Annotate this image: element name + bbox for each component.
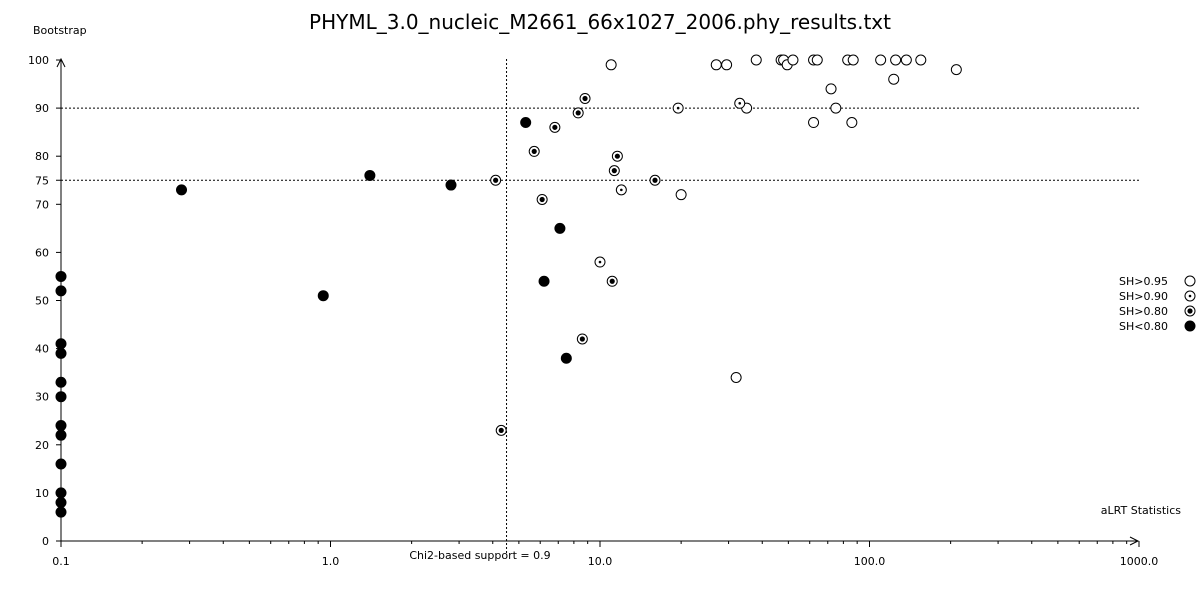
data-point [55, 487, 67, 499]
data-point [890, 54, 902, 66]
data-point [495, 424, 507, 436]
data-point [554, 222, 566, 234]
data-point [576, 333, 588, 345]
chart-title: PHYML_3.0_nucleic_M2661_66x1027_2006.phy… [309, 10, 891, 34]
x-axis-ticks: 0.1 1.0 10.0 100.0 1000.0 [52, 541, 1158, 568]
data-point [594, 256, 606, 268]
reference-lines [61, 59, 1141, 554]
data-point [808, 117, 820, 129]
x-tick-label: 100.0 [854, 555, 886, 568]
legend-marker [1184, 320, 1196, 332]
y-tick-label: 20 [35, 439, 49, 452]
y-tick-label: 0 [42, 535, 49, 548]
data-point [55, 506, 67, 518]
data-point [888, 73, 900, 85]
y-axis-ticks: 0 10 20 30 40 50 60 70 75 80 90 100 [28, 54, 61, 548]
data-point [608, 165, 620, 177]
x-tick-label: 1000.0 [1120, 555, 1159, 568]
data-point [672, 102, 684, 114]
legend-label: SH>0.90 [1119, 290, 1168, 303]
data-point [825, 83, 837, 95]
data-point [55, 376, 67, 388]
data-point [830, 102, 842, 114]
data-point [55, 270, 67, 282]
data-point [572, 107, 584, 119]
y-tick-label: 90 [35, 102, 49, 115]
legend-label: SH<0.80 [1119, 320, 1168, 333]
data-point [750, 54, 762, 66]
y-tick-label: 50 [35, 295, 49, 308]
y-tick-label: 100 [28, 54, 49, 67]
data-point [520, 117, 532, 129]
y-tick-label: 60 [35, 246, 49, 259]
legend-marker [1184, 305, 1196, 317]
data-points [55, 54, 962, 518]
data-point [536, 193, 548, 205]
data-point [528, 145, 540, 157]
data-point [875, 54, 887, 66]
data-point [55, 391, 67, 403]
data-point [55, 347, 67, 359]
data-point [55, 338, 67, 350]
x-axis-arrow [1129, 536, 1140, 546]
data-point [675, 189, 687, 201]
data-point [649, 174, 661, 186]
y-axis-label: Bootstrap [33, 24, 87, 37]
chi2-support-label: Chi2-based support = 0.9 [409, 549, 550, 562]
data-point [730, 371, 742, 383]
data-point [721, 59, 733, 71]
data-point [317, 290, 329, 302]
data-point [445, 179, 457, 191]
data-point [787, 54, 799, 66]
legend-marker [1184, 275, 1196, 287]
data-point [611, 150, 623, 162]
y-tick-label: 40 [35, 343, 49, 356]
data-point [55, 497, 67, 509]
y-tick-label: 80 [35, 150, 49, 163]
data-point [847, 54, 859, 66]
x-tick-label: 1.0 [322, 555, 340, 568]
data-point [538, 275, 550, 287]
data-point [915, 54, 927, 66]
y-axis-arrow [56, 57, 66, 68]
y-tick-label: 70 [35, 198, 49, 211]
data-point [176, 184, 188, 196]
data-point [364, 169, 376, 181]
legend-label: SH>0.80 [1119, 305, 1168, 318]
data-point [579, 92, 591, 104]
data-point [900, 54, 912, 66]
y-tick-label: 10 [35, 487, 49, 500]
legend: SH>0.95 SH>0.90 SH>0.80 SH<0.80 [1119, 275, 1196, 333]
y-tick-label: 75 [35, 174, 49, 187]
data-point [846, 117, 858, 129]
data-point [811, 54, 823, 66]
data-point [605, 59, 617, 71]
x-tick-label: 0.1 [52, 555, 70, 568]
data-point [549, 121, 561, 133]
legend-label: SH>0.95 [1119, 275, 1168, 288]
data-point [710, 59, 722, 71]
data-point [55, 429, 67, 441]
legend-marker [1184, 290, 1196, 302]
data-point [55, 420, 67, 432]
data-point [606, 275, 618, 287]
data-point [55, 458, 67, 470]
x-axis-label: aLRT Statistics [1101, 504, 1181, 517]
data-point [55, 285, 67, 297]
data-point [950, 64, 962, 76]
data-point [615, 184, 627, 196]
y-tick-label: 30 [35, 391, 49, 404]
data-point [560, 352, 572, 364]
data-point [734, 97, 746, 109]
x-tick-label: 10.0 [588, 555, 613, 568]
data-point [490, 174, 502, 186]
